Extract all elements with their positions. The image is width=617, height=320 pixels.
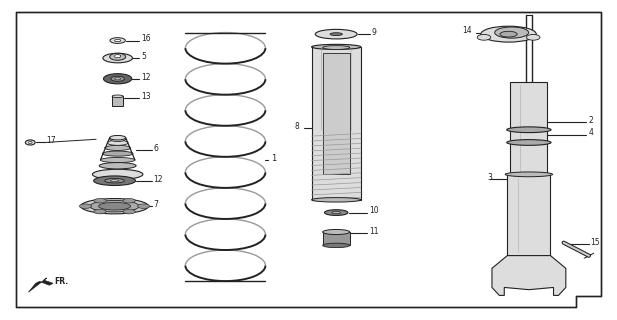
Bar — [112, 96, 123, 106]
Text: 7: 7 — [154, 200, 158, 209]
Ellipse shape — [138, 204, 150, 208]
Ellipse shape — [505, 172, 553, 177]
Text: 12: 12 — [141, 73, 151, 82]
Bar — [510, 82, 547, 174]
Text: FR.: FR. — [54, 276, 68, 285]
Polygon shape — [28, 278, 53, 292]
Ellipse shape — [81, 198, 149, 214]
Ellipse shape — [115, 54, 121, 58]
Ellipse shape — [104, 74, 132, 84]
Text: 17: 17 — [46, 136, 56, 145]
Bar — [507, 174, 550, 256]
Ellipse shape — [110, 180, 119, 182]
Ellipse shape — [93, 169, 143, 180]
Ellipse shape — [105, 145, 131, 150]
Polygon shape — [492, 256, 566, 295]
Text: 10: 10 — [369, 206, 378, 215]
Ellipse shape — [332, 212, 341, 214]
Ellipse shape — [330, 33, 342, 36]
Ellipse shape — [110, 136, 126, 141]
Ellipse shape — [526, 35, 540, 40]
Text: 11: 11 — [369, 227, 378, 236]
Bar — [312, 47, 361, 200]
Ellipse shape — [507, 127, 551, 132]
Ellipse shape — [99, 202, 131, 210]
Text: 16: 16 — [141, 35, 151, 44]
Text: 1: 1 — [271, 154, 277, 163]
Text: 2: 2 — [589, 116, 594, 125]
Ellipse shape — [323, 243, 350, 248]
Text: 3: 3 — [487, 173, 492, 182]
Ellipse shape — [312, 197, 361, 202]
Ellipse shape — [28, 141, 32, 143]
Ellipse shape — [80, 204, 91, 208]
Ellipse shape — [99, 163, 136, 169]
Ellipse shape — [94, 209, 106, 214]
Ellipse shape — [312, 44, 361, 50]
Ellipse shape — [111, 76, 125, 81]
Text: 15: 15 — [590, 238, 600, 247]
Text: 14: 14 — [462, 27, 471, 36]
Text: 12: 12 — [154, 175, 163, 184]
Ellipse shape — [115, 78, 121, 80]
Ellipse shape — [323, 229, 350, 235]
Text: 13: 13 — [141, 92, 151, 101]
Ellipse shape — [110, 135, 126, 140]
Ellipse shape — [107, 140, 128, 145]
Ellipse shape — [123, 198, 135, 203]
Ellipse shape — [315, 29, 357, 39]
Ellipse shape — [325, 210, 348, 215]
Ellipse shape — [323, 46, 350, 50]
Bar — [323, 53, 350, 174]
Ellipse shape — [500, 31, 517, 37]
Text: 6: 6 — [154, 144, 158, 153]
Bar — [323, 232, 350, 245]
Ellipse shape — [105, 179, 125, 183]
Ellipse shape — [115, 39, 121, 42]
Text: 8: 8 — [294, 122, 299, 131]
Ellipse shape — [110, 38, 125, 44]
Ellipse shape — [123, 209, 135, 214]
Ellipse shape — [94, 198, 106, 203]
Ellipse shape — [112, 95, 123, 98]
Ellipse shape — [103, 53, 133, 63]
Ellipse shape — [477, 35, 491, 40]
Text: 5: 5 — [141, 52, 146, 61]
Ellipse shape — [507, 140, 551, 145]
Text: 9: 9 — [372, 28, 377, 37]
Ellipse shape — [110, 53, 126, 60]
Ellipse shape — [90, 200, 139, 212]
Ellipse shape — [25, 140, 35, 145]
Ellipse shape — [495, 27, 529, 38]
Ellipse shape — [94, 176, 136, 186]
Ellipse shape — [101, 157, 135, 163]
Ellipse shape — [481, 26, 536, 42]
Text: 4: 4 — [589, 128, 594, 137]
Ellipse shape — [102, 151, 133, 156]
